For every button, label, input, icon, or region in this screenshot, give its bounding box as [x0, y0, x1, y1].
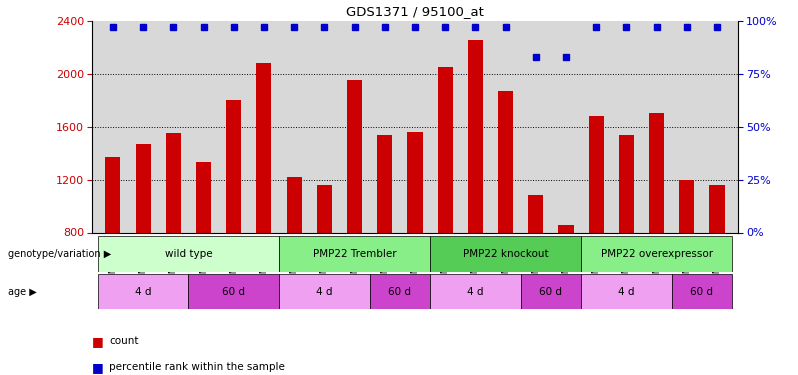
- Bar: [98, 274, 188, 309]
- Text: ■: ■: [92, 361, 104, 374]
- Bar: [347, 80, 362, 232]
- Bar: [136, 144, 151, 232]
- Text: 4 d: 4 d: [316, 286, 333, 297]
- Bar: [408, 132, 422, 232]
- Text: 4 d: 4 d: [618, 286, 634, 297]
- Bar: [649, 113, 664, 232]
- Bar: [581, 236, 732, 272]
- Bar: [498, 91, 513, 232]
- Text: PMP22 Trembler: PMP22 Trembler: [313, 249, 397, 259]
- Bar: [317, 185, 332, 232]
- Bar: [520, 274, 581, 309]
- Bar: [559, 225, 574, 232]
- Bar: [430, 274, 520, 309]
- Text: 4 d: 4 d: [135, 286, 152, 297]
- Bar: [581, 274, 672, 309]
- Bar: [709, 186, 725, 232]
- Bar: [369, 274, 430, 309]
- Text: PMP22 overexpressor: PMP22 overexpressor: [601, 249, 713, 259]
- Text: PMP22 knockout: PMP22 knockout: [463, 249, 548, 259]
- Bar: [437, 67, 452, 232]
- Text: 60 d: 60 d: [222, 286, 245, 297]
- Text: percentile rank within the sample: percentile rank within the sample: [109, 363, 285, 372]
- Bar: [286, 177, 302, 232]
- Bar: [256, 63, 271, 232]
- Bar: [188, 274, 279, 309]
- Bar: [105, 157, 120, 232]
- Text: 60 d: 60 d: [539, 286, 563, 297]
- Bar: [196, 162, 211, 232]
- Bar: [279, 236, 430, 272]
- Bar: [468, 40, 483, 232]
- Text: age ▶: age ▶: [8, 286, 37, 297]
- Bar: [430, 236, 581, 272]
- Bar: [528, 195, 543, 232]
- Bar: [618, 135, 634, 232]
- Bar: [279, 274, 369, 309]
- Text: count: count: [109, 336, 139, 346]
- Bar: [377, 135, 393, 232]
- Bar: [98, 236, 279, 272]
- Text: 60 d: 60 d: [690, 286, 713, 297]
- Text: ■: ■: [92, 335, 104, 348]
- Text: 60 d: 60 d: [389, 286, 411, 297]
- Text: genotype/variation ▶: genotype/variation ▶: [8, 249, 111, 259]
- Text: 4 d: 4 d: [467, 286, 484, 297]
- Bar: [589, 116, 604, 232]
- Bar: [226, 100, 241, 232]
- Bar: [679, 180, 694, 232]
- Bar: [166, 133, 181, 232]
- Bar: [672, 274, 732, 309]
- Title: GDS1371 / 95100_at: GDS1371 / 95100_at: [346, 5, 484, 18]
- Text: wild type: wild type: [164, 249, 212, 259]
